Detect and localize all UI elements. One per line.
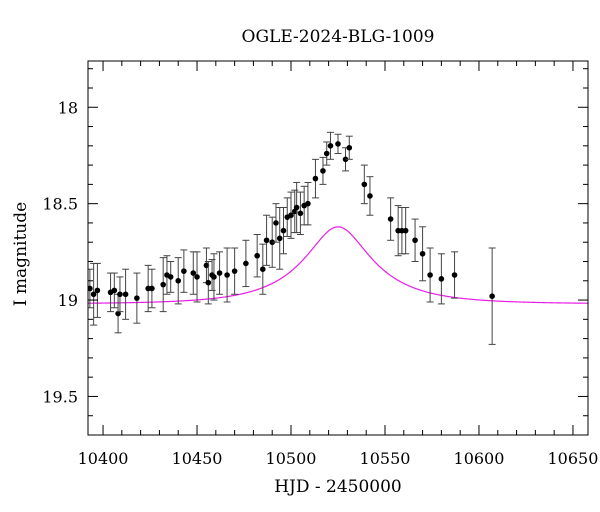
x-axis-label: HJD - 2450000 <box>274 477 402 497</box>
data-point <box>387 216 394 222</box>
data-point <box>327 143 334 149</box>
data-point <box>342 156 349 163</box>
data-point <box>115 310 121 317</box>
data-point <box>181 268 187 274</box>
data-point <box>276 235 283 242</box>
y-axis-label: I magnitude <box>11 202 31 306</box>
data-point <box>263 237 270 244</box>
data-point <box>254 252 260 259</box>
data-point <box>231 268 238 274</box>
data-point <box>205 279 212 286</box>
data-point <box>134 295 140 301</box>
y-tick-label: 18 <box>58 98 78 117</box>
data-point <box>402 227 409 234</box>
data-point <box>94 287 101 294</box>
data-point <box>280 227 287 234</box>
data-point <box>88 285 93 292</box>
data-point <box>260 266 266 273</box>
data-point <box>335 141 341 147</box>
data-point <box>194 274 200 280</box>
data-point <box>412 237 418 244</box>
y-tick-label: 19.5 <box>42 387 78 406</box>
data-point <box>149 285 155 292</box>
data-point <box>160 281 166 288</box>
data-point <box>293 204 300 211</box>
data-point <box>190 270 197 276</box>
data-point <box>367 193 373 199</box>
data-points-layer <box>88 131 496 345</box>
data-point <box>438 276 445 282</box>
data-point <box>323 150 330 157</box>
data-point <box>346 144 353 151</box>
data-point <box>243 260 249 267</box>
data-point <box>216 270 223 276</box>
data-point <box>211 274 217 280</box>
data-point <box>305 200 311 207</box>
data-point <box>90 291 97 298</box>
data-point <box>361 181 368 188</box>
y-axis: 18 18.5 19 19.5 <box>42 68 588 436</box>
data-point <box>167 274 174 280</box>
data-point <box>451 272 458 278</box>
data-point <box>117 291 123 298</box>
model-curve-layer <box>88 226 588 304</box>
data-point <box>175 277 182 284</box>
data-point <box>269 239 276 246</box>
data-point <box>297 210 304 217</box>
chart-title: OGLE-2024-BLG-1009 <box>242 27 435 47</box>
x-tick-label: 10400 <box>78 449 129 468</box>
x-tick-label: 10650 <box>548 449 599 468</box>
data-point <box>489 293 495 299</box>
data-point <box>312 175 319 182</box>
data-point <box>419 250 426 257</box>
model-curve <box>88 226 588 304</box>
x-tick-label: 10600 <box>454 449 505 468</box>
y-tick-label: 19 <box>58 291 78 310</box>
plot-frame <box>87 60 589 436</box>
data-point <box>427 272 433 278</box>
x-axis: 10400 10450 10500 10550 10600 10650 <box>78 61 599 468</box>
y-tick-label: 18.5 <box>42 195 78 214</box>
data-point <box>273 220 279 226</box>
data-point <box>288 212 294 219</box>
x-tick-label: 10500 <box>266 449 317 468</box>
data-point <box>320 168 326 174</box>
x-tick-label: 10450 <box>172 449 223 468</box>
x-tick-label: 10550 <box>360 449 411 468</box>
data-point <box>224 272 230 278</box>
data-point <box>111 287 118 294</box>
data-point <box>122 291 129 298</box>
